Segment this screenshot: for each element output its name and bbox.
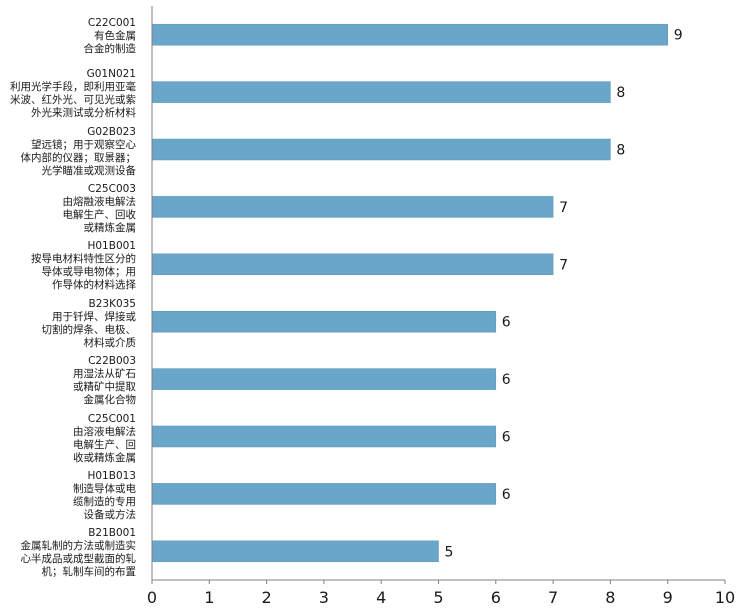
category-label-line: 米波、红外光、可见光或紫 bbox=[10, 94, 136, 107]
category-label-line: 导体或导电物体；用 bbox=[41, 266, 137, 279]
bar bbox=[151, 253, 554, 276]
category-label-line: 用于钎焊、焊接或 bbox=[52, 310, 136, 323]
category-label-line: 有色金属 bbox=[94, 30, 136, 43]
category-label: C22C001 有色金属 合金的制造 bbox=[0, 17, 137, 56]
value-label: 7 bbox=[559, 257, 568, 273]
x-tick-label: 10 bbox=[715, 588, 735, 607]
category-label-line: 收或精炼金属 bbox=[73, 451, 136, 464]
category-label: H01B013 制造导体或电 缆制造的专用 设备或方法 bbox=[0, 470, 136, 522]
bar bbox=[151, 81, 611, 103]
category-label-line: 切割的焊条、电极、 bbox=[41, 323, 137, 336]
category-label-line: H01B001 bbox=[87, 240, 136, 253]
x-tick-label: 6 bbox=[491, 588, 501, 607]
x-tick-label: 9 bbox=[663, 588, 673, 607]
category-label-line: 按导电材料特性区分的 bbox=[31, 253, 136, 266]
category-label: C22B003 用湿法从矿石 或精矿中提取 金属化合物 bbox=[0, 355, 136, 407]
bars-group bbox=[151, 23, 668, 563]
category-label: B21B001 金属轧制的方法或制造实 心半成品或成型截面的轧 机；轧制车间的布置 bbox=[0, 527, 137, 579]
category-label-line: 机；轧制车间的布置 bbox=[41, 566, 137, 579]
x-tick-label: 0 bbox=[147, 588, 157, 607]
value-label: 8 bbox=[616, 85, 625, 101]
value-label: 6 bbox=[502, 315, 511, 331]
category-label-line: 材料或介质 bbox=[83, 336, 137, 349]
category-label: H01B001 按导电材料特性区分的 导体或导电物体；用 作导体的材料选择 bbox=[0, 240, 136, 292]
bar bbox=[151, 540, 439, 563]
category-label-line: G01N021 bbox=[86, 68, 136, 81]
category-label-line: 合金的制造 bbox=[83, 43, 137, 56]
category-label: B23K035 用于钎焊、焊接或 切割的焊条、电极、 材料或介质 bbox=[0, 297, 137, 350]
bar bbox=[151, 425, 497, 448]
category-label-line: 体内部的仪器；取景器； bbox=[20, 151, 137, 164]
category-label-line: 光学瞄准或观测设备 bbox=[41, 164, 137, 177]
category-label-line: 制造导体或电 bbox=[73, 482, 136, 495]
x-tick-label: 3 bbox=[319, 588, 329, 607]
category-label-line: 望远镜；用于观察空心 bbox=[31, 138, 136, 151]
category-label-line: H01B013 bbox=[87, 469, 136, 482]
category-label: C25C003 由熔融液电解法 电解生产、回收 或精炼金属 bbox=[0, 182, 137, 235]
category-label-line: B21B001 bbox=[88, 527, 136, 540]
category-label-line: 用湿法从矿石 bbox=[73, 368, 136, 381]
category-label-line: 心半成品或成型截面的轧 bbox=[20, 553, 137, 566]
value-labels-group: 9 8 8 7 7 6 6 6 6 5 bbox=[445, 28, 683, 561]
category-label-line: 金属轧制的方法或制造实 bbox=[20, 540, 137, 553]
category-label-line: 金属化合物 bbox=[83, 394, 137, 407]
x-tick-label: 7 bbox=[548, 588, 558, 607]
x-ticks-group: 0 1 2 3 4 5 6 7 8 9 10 bbox=[147, 580, 735, 607]
bar bbox=[151, 23, 668, 46]
bar bbox=[151, 483, 497, 505]
bar bbox=[151, 310, 497, 333]
category-label-line: B23K035 bbox=[88, 297, 137, 310]
category-label-line: C25C001 bbox=[87, 412, 136, 425]
category-label-line: 缆制造的专用 bbox=[73, 495, 136, 508]
category-label-line: G02B023 bbox=[87, 125, 136, 138]
value-label: 9 bbox=[674, 28, 683, 44]
x-tick-label: 4 bbox=[376, 588, 386, 607]
category-label-line: 设备或方法 bbox=[83, 508, 137, 521]
category-label: C25C001 由溶液电解法 电解生产、回 收或精炼金属 bbox=[0, 413, 136, 465]
x-tick-label: 1 bbox=[204, 588, 214, 607]
category-label-line: 电解生产、回 bbox=[73, 438, 136, 451]
category-label-line: 由溶液电解法 bbox=[73, 425, 136, 438]
value-label: 5 bbox=[445, 544, 454, 560]
bar bbox=[151, 138, 611, 161]
bar bbox=[151, 196, 554, 218]
category-label-line: 利用光学手段，即利用亚毫 bbox=[10, 81, 136, 94]
bar bbox=[151, 368, 497, 390]
category-label-line: 由熔融液电解法 bbox=[62, 195, 137, 208]
category-label-line: 或精炼金属 bbox=[83, 221, 137, 234]
category-label-line: 作导体的材料选择 bbox=[52, 279, 136, 292]
x-tick-label: 5 bbox=[433, 588, 443, 607]
value-label: 8 bbox=[616, 143, 625, 159]
category-label-line: C25C003 bbox=[87, 182, 136, 195]
category-label: G01N021 利用光学手段，即利用亚毫 米波、红外光、可见光或紫 外光来测试或分析材… bbox=[0, 68, 136, 120]
category-label-line: 外光来测试或分析材料 bbox=[31, 107, 136, 120]
category-label-line: C22C001 bbox=[87, 17, 136, 30]
value-label: 6 bbox=[502, 372, 511, 388]
value-label: 7 bbox=[559, 200, 568, 216]
category-label: G02B023 望远镜；用于观察空心 体内部的仪器；取景器； 光学瞄准或观测设备 bbox=[0, 125, 137, 178]
category-label-line: 或精矿中提取 bbox=[73, 381, 136, 394]
value-label: 6 bbox=[502, 487, 511, 503]
category-label-line: C22B003 bbox=[88, 355, 136, 368]
category-label-line: 电解生产、回收 bbox=[62, 208, 137, 221]
x-tick-label: 2 bbox=[262, 588, 272, 607]
value-label: 6 bbox=[502, 430, 511, 446]
x-tick-label: 8 bbox=[605, 588, 615, 607]
